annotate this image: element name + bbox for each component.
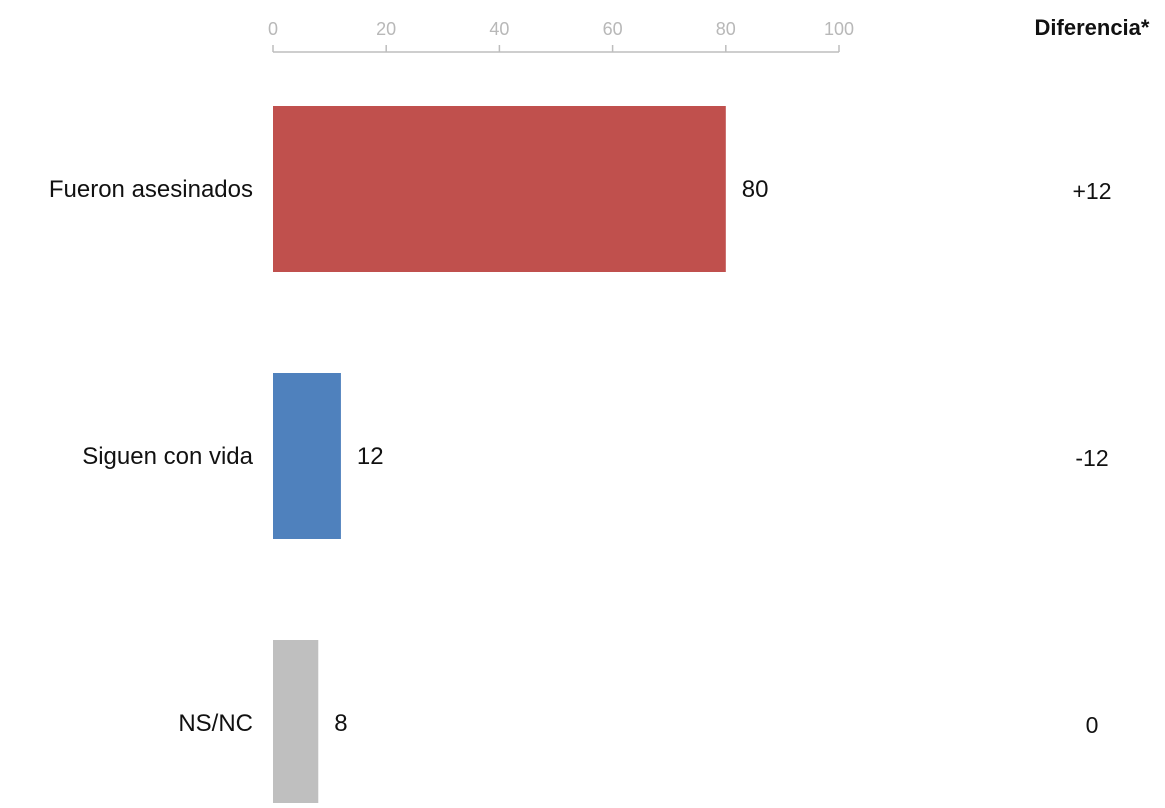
x-tick-label: 40	[489, 19, 509, 39]
difference-header: Diferencia*	[1035, 15, 1150, 40]
category-label: Siguen con vida	[82, 443, 253, 470]
difference-column: Diferencia* +12 -12 0	[1035, 15, 1150, 738]
x-tick-label: 20	[376, 19, 396, 39]
value-label: 8	[334, 710, 347, 737]
difference-value: -12	[1075, 445, 1108, 471]
x-tick-label: 0	[268, 19, 278, 39]
bar	[273, 106, 726, 272]
category-label: NS/NC	[178, 710, 253, 737]
category-labels: Fueron asesinados Siguen con vida NS/NC	[49, 176, 254, 737]
value-label: 12	[357, 443, 384, 470]
value-label: 80	[742, 176, 769, 203]
x-tick-label: 100	[824, 19, 854, 39]
bars	[273, 106, 726, 806]
x-tick-label: 60	[603, 19, 623, 39]
difference-value: +12	[1072, 178, 1111, 204]
difference-value: 0	[1086, 712, 1099, 738]
bar	[273, 373, 341, 539]
bar	[273, 640, 319, 806]
x-axis: 0 20 40 60 80 100	[268, 19, 854, 53]
category-label: Fueron asesinados	[49, 176, 253, 203]
x-tick-label: 80	[716, 19, 736, 39]
value-labels: 80 12 8	[334, 176, 768, 737]
